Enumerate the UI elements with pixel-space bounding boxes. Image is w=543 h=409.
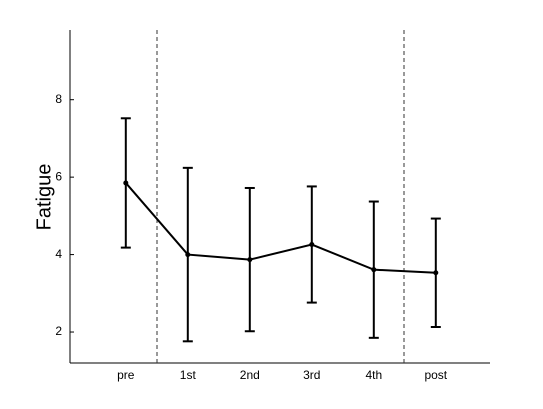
point — [433, 270, 439, 276]
y-tick-label: 8 — [55, 92, 62, 106]
x-tick-label: post — [424, 368, 447, 382]
point — [123, 180, 129, 186]
x-tick-label: 4th — [365, 368, 382, 382]
y-tick-label: 2 — [55, 324, 62, 338]
y-axis-label: Fatigue — [33, 164, 55, 231]
y-tick-label: 4 — [55, 247, 62, 261]
point — [185, 252, 191, 258]
x-tick-label: 1st — [180, 368, 197, 382]
y-tick-label: 6 — [55, 169, 62, 183]
point — [309, 242, 315, 248]
line — [125, 182, 436, 274]
point — [371, 267, 377, 273]
point — [247, 257, 253, 263]
x-tick-label: 2nd — [240, 368, 260, 382]
x-tick-label: pre — [117, 368, 135, 382]
x-tick-label: 3rd — [303, 368, 320, 382]
